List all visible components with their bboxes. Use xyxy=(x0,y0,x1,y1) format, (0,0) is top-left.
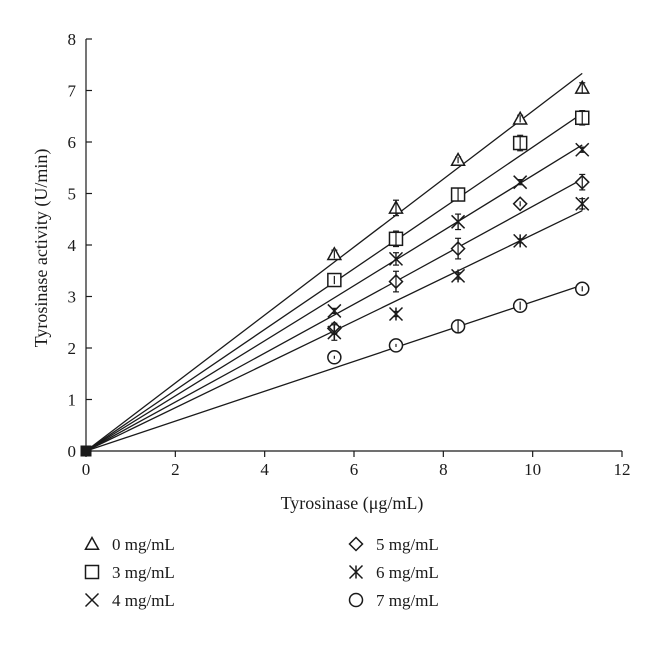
x-axis-title: Tyrosinase (μg/mL) xyxy=(281,493,424,514)
legend-label: 0 mg/mL xyxy=(112,535,175,554)
x-tick-label: 2 xyxy=(171,460,180,479)
fit-lines xyxy=(85,72,583,452)
y-tick-label: 2 xyxy=(68,339,77,358)
legend-item: 6 mg/mL xyxy=(348,563,439,582)
legend-label: 7 mg/mL xyxy=(376,591,439,610)
y-tick-label: 6 xyxy=(68,133,77,152)
x-tick-label: 8 xyxy=(439,460,448,479)
legend-item: 5 mg/mL xyxy=(348,535,439,554)
legend-item: 3 mg/mL xyxy=(84,563,175,582)
legend: 0 mg/mL 3 mg/mL 4 mg/mL 5 mg/mL 6 mg/mL 7 mg/… xyxy=(84,535,439,610)
y-tick-label: 4 xyxy=(68,236,77,255)
y-tick-label: 7 xyxy=(68,82,77,101)
x-tick-label: 4 xyxy=(260,460,269,479)
x-tick-label: 12 xyxy=(614,460,631,479)
x-tick-label: 0 xyxy=(82,460,91,479)
legend-label: 5 mg/mL xyxy=(376,535,439,554)
y-tick-label: 3 xyxy=(68,288,77,307)
legend-marker xyxy=(348,536,364,552)
legend-item: 0 mg/mL xyxy=(84,535,175,554)
legend-label: 3 mg/mL xyxy=(112,563,175,582)
legend-item: 7 mg/mL xyxy=(348,591,439,610)
legend-marker xyxy=(84,564,100,580)
y-tick-label: 5 xyxy=(68,185,77,204)
y-tick-label: 1 xyxy=(68,391,77,410)
fit-line xyxy=(85,178,583,452)
legend-marker xyxy=(348,564,364,580)
legend-label: 4 mg/mL xyxy=(112,591,175,610)
fit-line xyxy=(85,284,583,452)
y-tick-label: 0 xyxy=(68,442,77,461)
legend-marker xyxy=(84,535,100,550)
legend-marker xyxy=(84,592,100,608)
fit-line xyxy=(85,144,583,452)
legend-item: 4 mg/mL xyxy=(84,591,175,610)
y-tick-label: 8 xyxy=(68,30,77,49)
legend-marker xyxy=(348,592,364,608)
fit-line xyxy=(85,72,583,452)
data-points xyxy=(80,79,591,457)
x-tick-label: 6 xyxy=(350,460,359,479)
data-point xyxy=(80,445,92,457)
y-axis-title: Tyrosinase activity (U/min) xyxy=(31,149,52,348)
legend-label: 6 mg/mL xyxy=(376,563,439,582)
x-tick-label: 10 xyxy=(524,460,541,479)
